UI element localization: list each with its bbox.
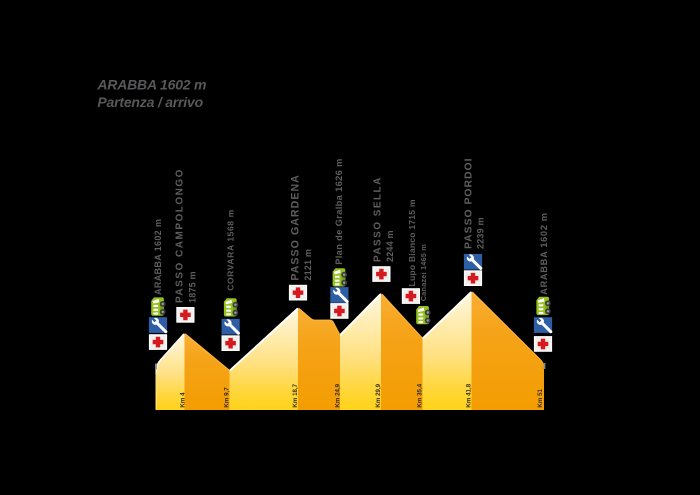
svg-text:Km 24,9: Km 24,9	[334, 383, 341, 407]
svg-text:PASSO PORDOI: PASSO PORDOI	[464, 158, 475, 249]
svg-text:Km 29,9: Km 29,9	[375, 383, 382, 407]
svg-text:ARABBA 1602 m: ARABBA 1602 m	[153, 219, 163, 295]
svg-text:1875 m: 1875 m	[187, 271, 197, 303]
svg-text:Plan de Gralba 1626 m: Plan de Gralba 1626 m	[334, 158, 344, 265]
svg-text:2244 m: 2244 m	[385, 230, 395, 262]
svg-text:Km 41,8: Km 41,8	[466, 383, 473, 407]
svg-text:Lupo Bianco 1715 m: Lupo Bianco 1715 m	[407, 199, 417, 286]
svg-text:Km 4: Km 4	[180, 392, 187, 408]
svg-text:Km 18,7: Km 18,7	[292, 383, 299, 407]
svg-text:Km 51: Km 51	[537, 388, 544, 407]
svg-text:2121 m: 2121 m	[303, 249, 313, 281]
svg-text:Partenza / arrivo: Partenza / arrivo	[97, 94, 203, 110]
svg-text:CORVARA 1568 m: CORVARA 1568 m	[226, 209, 236, 291]
svg-text:PASSO SELLA: PASSO SELLA	[373, 176, 384, 262]
svg-text:2239 m: 2239 m	[475, 217, 485, 249]
svg-text:ARABBA 1602 m: ARABBA 1602 m	[539, 212, 549, 295]
svg-text:Km 35,4: Km 35,4	[417, 383, 424, 407]
svg-text:Canazei 1465 m: Canazei 1465 m	[419, 244, 428, 301]
svg-text:PASSO CAMPOLONGO: PASSO CAMPOLONGO	[174, 168, 185, 303]
svg-text:PASSO GARDENA: PASSO GARDENA	[290, 174, 302, 280]
svg-text:Km 9,7: Km 9,7	[224, 387, 231, 408]
svg-text:ARABBA 1602 m: ARABBA 1602 m	[96, 77, 206, 93]
